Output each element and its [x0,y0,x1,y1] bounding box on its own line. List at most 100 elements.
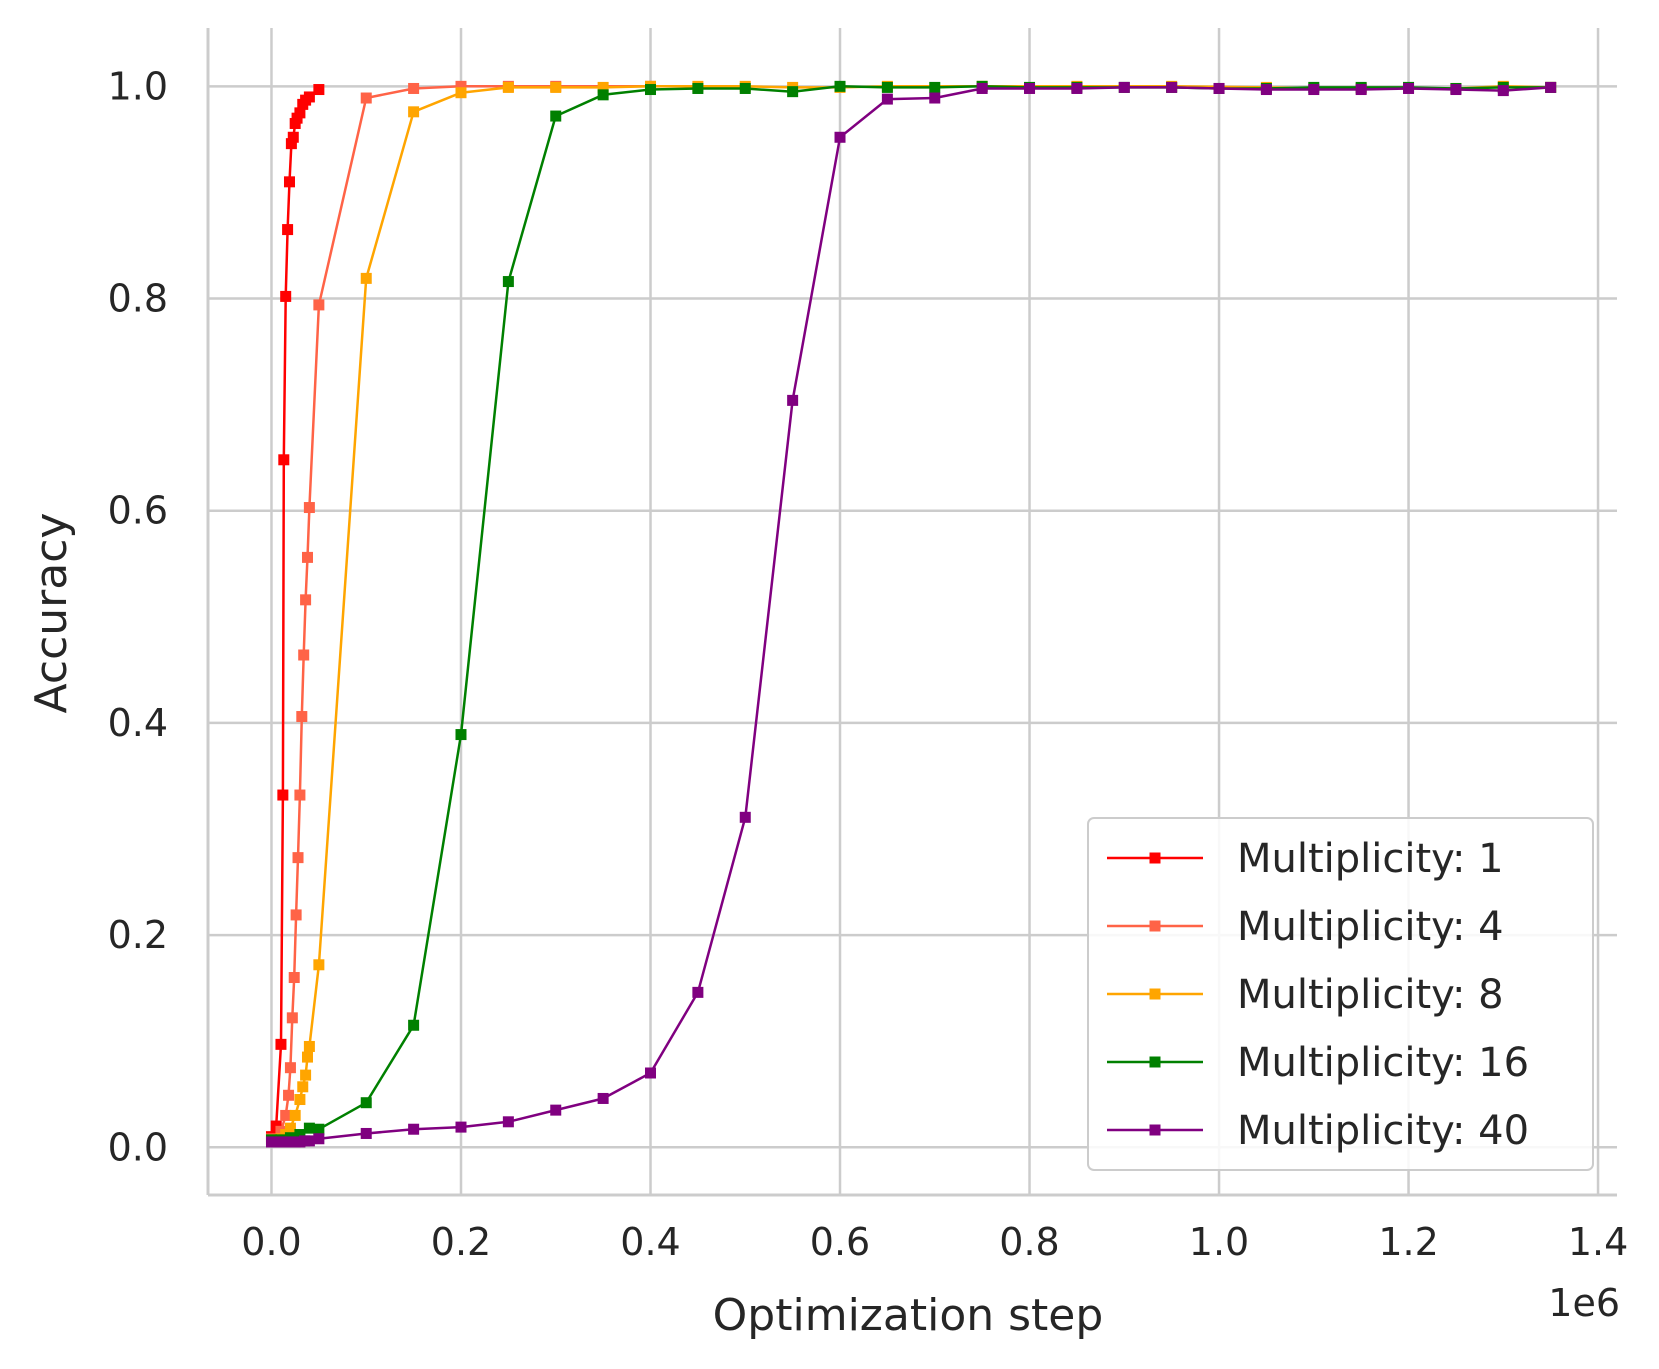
data-point-marker [313,299,325,311]
data-point-marker [929,92,941,104]
data-point-marker [275,1038,287,1050]
data-point-marker [1308,84,1320,96]
legend-swatch-marker [1149,1056,1161,1068]
data-point-marker [303,1135,315,1147]
legend-item: Multiplicity: 40 [1107,1108,1529,1154]
data-point-marker [360,1097,372,1109]
data-point-marker [294,107,306,119]
data-point-marker [300,1069,312,1081]
x-tick-label: 1.0 [1189,1220,1249,1264]
data-point-marker [550,1104,562,1116]
data-point-marker [1024,82,1036,94]
data-point-marker [1166,81,1178,93]
legend-label: Multiplicity: 40 [1237,1108,1529,1154]
data-point-marker [881,81,893,93]
data-point-marker [455,1121,467,1133]
data-point-marker [360,1127,372,1139]
data-point-marker [881,93,893,105]
data-point-marker [303,1122,315,1134]
x-tick-label: 0.2 [431,1220,491,1264]
legend-swatch-marker [1149,1124,1161,1136]
y-tick-labels: 0.0 0.2 0.4 0.6 0.8 1.0 [108,64,168,1169]
x-tick-label: 0.8 [999,1220,1059,1264]
data-point-marker [287,131,299,143]
data-point-marker [301,1051,313,1063]
data-point-marker [288,972,300,984]
x-tick-labels: 0.0 0.2 0.4 0.6 0.8 1.0 1.2 1.4 [241,1220,1628,1264]
legend-swatch-marker [1149,920,1161,932]
data-point-marker [502,1116,514,1128]
legend-swatch-marker [1149,988,1161,1000]
data-point-marker [298,649,310,661]
data-point-marker [408,1123,420,1135]
data-point-marker [300,594,312,606]
data-point-marker [313,959,325,971]
data-point-marker [408,106,420,118]
data-point-marker [1545,81,1557,93]
data-point-marker [289,1109,301,1121]
data-point-marker [303,502,315,514]
legend: Multiplicity: 1 Multiplicity: 4 Multiplici… [1087,817,1594,1171]
data-point-marker [303,91,315,103]
data-point-marker [408,1019,420,1031]
data-point-marker [294,1094,306,1106]
legend-label: Multiplicity: 16 [1237,1040,1529,1086]
data-point-marker [692,986,704,998]
data-point-marker [739,82,751,94]
y-tick-label: 0.6 [108,489,168,533]
data-point-marker [787,86,799,98]
data-point-marker [284,1122,296,1134]
data-point-marker [303,1040,315,1052]
series-line [265,84,325,1143]
data-point-marker [739,811,751,823]
legend-label: Multiplicity: 4 [1237,904,1504,950]
data-point-marker [282,224,294,236]
data-point-marker [834,131,846,143]
data-point-marker [597,81,609,93]
data-point-marker [284,1062,296,1074]
legend-swatch-marker [1149,852,1161,864]
series-lines [265,80,1557,1148]
data-point-marker [313,1123,325,1135]
data-point-marker [597,1092,609,1104]
x-tick-label: 0.0 [241,1220,301,1264]
y-tick-label: 1.0 [108,64,168,108]
data-point-marker [976,82,988,94]
data-point-marker [1497,85,1509,97]
data-point-marker [292,852,304,864]
axis-spines [206,28,1617,1197]
data-point-marker [285,138,297,150]
legend-item: Multiplicity: 16 [1107,1040,1529,1086]
y-tick-label: 0.0 [108,1125,168,1169]
y-axis-label: Accuracy [26,513,77,714]
data-point-marker [286,1012,298,1024]
legend-item: Multiplicity: 8 [1107,972,1504,1018]
x-tick-label: 0.6 [810,1220,870,1264]
x-axis-offset-label: 1e6 [1548,1281,1620,1325]
data-point-marker [692,82,704,94]
data-point-marker [283,1089,295,1101]
data-point-marker [597,89,609,101]
data-point-marker [645,1067,657,1079]
x-axis-label: Optimization step [713,1290,1104,1341]
y-tick-label: 0.4 [108,701,168,745]
x-tick-label: 0.4 [620,1220,680,1264]
y-tick-label: 0.2 [108,913,168,957]
x-tick-label: 1.4 [1568,1220,1628,1264]
data-point-marker [1260,84,1272,96]
data-point-marker [408,82,420,94]
data-point-marker [313,1133,325,1145]
data-point-marker [277,789,289,801]
data-point-marker [297,1081,309,1093]
x-tick-label: 1.2 [1378,1220,1438,1264]
series-line [265,81,1557,1148]
series-path [271,85,1551,1142]
data-point-marker [280,290,292,302]
data-point-marker [280,1109,292,1121]
data-point-marker [294,789,306,801]
data-point-marker [787,394,799,406]
data-point-marker [455,729,467,741]
data-point-marker [294,1129,306,1141]
data-point-marker [301,551,313,563]
